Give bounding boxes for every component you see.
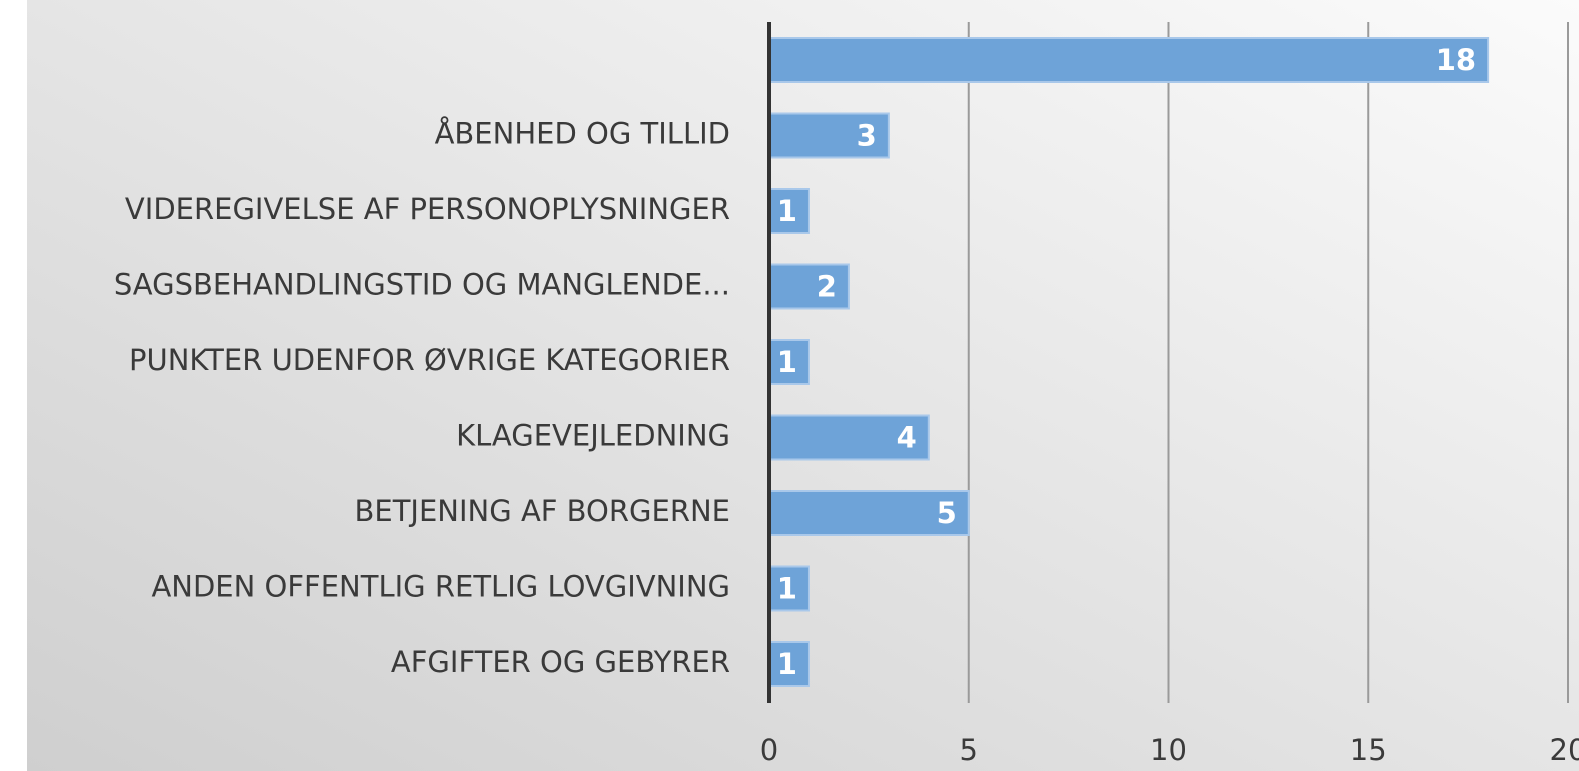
data-label: 3 xyxy=(857,119,877,153)
data-label: 18 xyxy=(1436,43,1476,77)
data-label: 4 xyxy=(897,421,917,455)
y-tick-label: SAGSBEHANDLINGSTID OG MANGLENDE... xyxy=(114,268,730,302)
data-label: 1 xyxy=(777,194,797,228)
bar xyxy=(768,188,810,234)
y-tick-label: PUNKTER UDENFOR ØVRIGE KATEGORIER xyxy=(129,343,730,377)
x-tick-label: 5 xyxy=(960,733,978,767)
data-label: 1 xyxy=(777,647,797,681)
y-tick-label: AFGIFTER OG GEBYRER xyxy=(391,645,730,679)
y-tick-label: VIDEREGIVELSE AF PERSONOPLYSNINGER xyxy=(125,192,730,226)
y-tick-label: ÅBENHED OG TILLID xyxy=(435,117,730,151)
data-label: 1 xyxy=(777,572,797,606)
x-tick-label: 10 xyxy=(1150,733,1187,767)
y-tick-label: KLAGEVEJLEDNING xyxy=(456,419,730,453)
x-tick-label: 20 xyxy=(1550,733,1579,767)
bar xyxy=(768,641,810,687)
bar xyxy=(768,37,1490,83)
x-tick-label: 0 xyxy=(760,733,778,767)
bar xyxy=(768,339,810,385)
x-tick-label: 15 xyxy=(1350,733,1387,767)
bar xyxy=(768,263,850,310)
y-tick-label: ANDEN OFFENTLIG RETLIG LOVGIVNING xyxy=(151,570,730,604)
data-label: 5 xyxy=(937,496,957,530)
bar xyxy=(768,490,970,536)
data-label: 2 xyxy=(817,270,837,304)
data-label: 1 xyxy=(777,345,797,379)
y-tick-label: BETJENING AF BORGERNE xyxy=(355,494,731,528)
bar xyxy=(768,565,810,612)
